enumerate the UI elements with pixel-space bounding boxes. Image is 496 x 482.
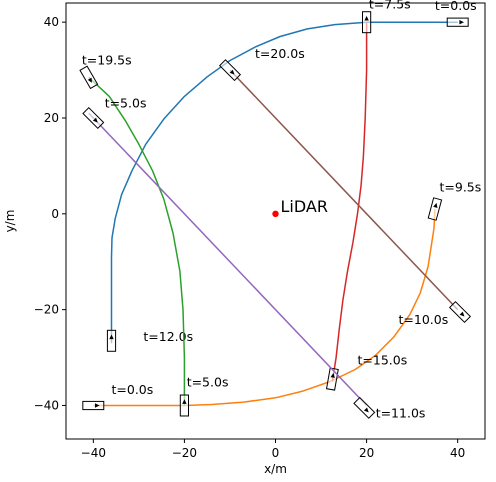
- x-tick-label: −40: [81, 446, 106, 460]
- y-axis-label: y/m: [3, 210, 17, 233]
- vehicle-box: [79, 65, 99, 90]
- vehicle-heading-arrow: [433, 202, 438, 208]
- trajectory-line: [331, 22, 368, 382]
- time-label: t=7.5s: [369, 0, 411, 11]
- vehicle-box: [106, 329, 117, 352]
- x-tick-label: −20: [172, 446, 197, 460]
- vehicle-heading-arrow: [363, 407, 369, 413]
- vehicle-box: [82, 106, 105, 130]
- time-label: t=20.0s: [255, 46, 305, 61]
- series-layer: t=0.0s t=12.0s t=0.0s t=9.5s t=5.0s t=19.5s t=…: [79, 0, 482, 420]
- y-tick-label: 40: [44, 15, 59, 29]
- lidar-marker: [272, 210, 279, 218]
- time-label: t=19.5s: [82, 52, 132, 67]
- vehicle-box: [179, 394, 189, 417]
- time-label: t=10.0s: [399, 312, 449, 327]
- vehicle-box-outline: [179, 394, 189, 417]
- time-label: t=0.0s: [435, 0, 477, 13]
- vehicle-heading-arrow: [459, 20, 464, 25]
- vehicle-box-outline: [82, 400, 105, 411]
- vehicle-heading-arrow: [182, 399, 187, 404]
- lidar-layer: LiDAR: [272, 197, 328, 218]
- vehicle-box-outline: [427, 197, 443, 221]
- vehicle-box: [82, 400, 105, 411]
- lidar-label: LiDAR: [281, 197, 328, 216]
- trajectory-line: [93, 208, 436, 407]
- y-tick-label: −20: [34, 303, 59, 317]
- vehicle-heading-arrow: [92, 117, 98, 123]
- x-axis-label: x/m: [264, 462, 287, 476]
- vehicle-box-outline: [79, 65, 99, 90]
- vehicle-box: [353, 396, 376, 419]
- vehicle-heading-arrow: [87, 77, 92, 83]
- vehicle-heading-arrow: [330, 372, 335, 378]
- time-label: t=5.0s: [187, 374, 229, 389]
- vehicle-heading-arrow: [229, 69, 235, 75]
- time-label: t=11.0s: [376, 405, 426, 420]
- y-tick-label: −40: [34, 398, 59, 412]
- x-tick-label: 40: [450, 446, 465, 460]
- trajectory-line: [229, 69, 459, 311]
- x-tick-label: 0: [272, 446, 280, 460]
- vehicle-box-outline: [106, 329, 117, 352]
- vehicle-box: [218, 59, 242, 82]
- y-tick-label: 0: [51, 207, 59, 221]
- vehicle-heading-arrow: [459, 311, 465, 317]
- vehicle-box-outline: [218, 59, 242, 82]
- vehicle-heading-arrow: [364, 15, 369, 21]
- time-label: t=9.5s: [440, 179, 482, 194]
- trajectory-line: [88, 112, 368, 407]
- time-label: t=15.0s: [358, 353, 408, 368]
- time-label: t=0.0s: [112, 382, 154, 397]
- axes-layer: x/m y/m −40 −20 0 20 40 −40 −20 0 20 40: [3, 2, 486, 476]
- time-label: t=5.0s: [105, 95, 147, 110]
- vehicle-heading-arrow: [109, 334, 114, 340]
- trajectory-line: [88, 76, 186, 406]
- vehicle-box: [362, 11, 372, 34]
- vehicle-box: [448, 300, 472, 324]
- vehicle-box-outline: [82, 106, 105, 130]
- x-tick-label: 20: [359, 446, 374, 460]
- time-label: t=12.0s: [143, 329, 193, 344]
- vehicle-box-outline: [353, 396, 376, 419]
- vehicle-box-outline: [448, 300, 472, 324]
- vehicle-box: [427, 197, 443, 221]
- trajectory-line: [110, 21, 458, 344]
- vehicle-box-outline: [446, 17, 469, 27]
- vehicle-box: [446, 17, 469, 27]
- vehicle-box-outline: [362, 11, 372, 34]
- vehicle-heading-arrow: [94, 403, 100, 408]
- y-tick-label: 20: [44, 111, 59, 125]
